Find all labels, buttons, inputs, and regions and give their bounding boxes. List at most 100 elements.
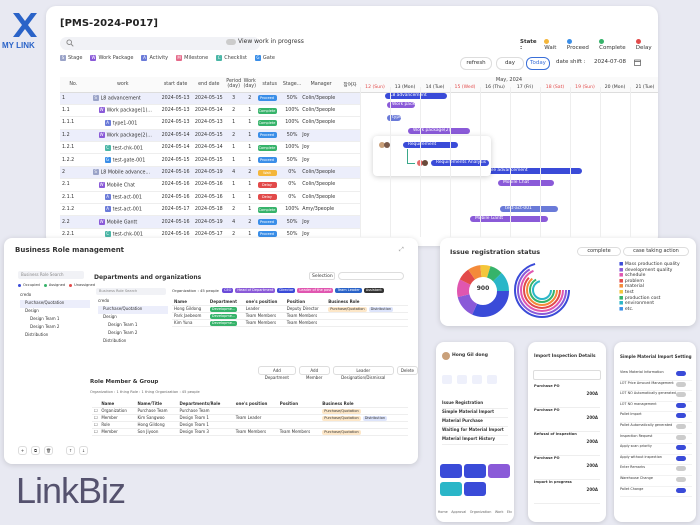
gantt-bar[interactable]: Mobile Gantt bbox=[470, 216, 548, 222]
gantt-bar[interactable]: L8 advancement bbox=[385, 93, 447, 99]
tree-item[interactable]: Design Team 2 bbox=[108, 330, 138, 335]
setting-toggle[interactable] bbox=[676, 487, 686, 493]
refresh-button[interactable]: refresh bbox=[460, 57, 492, 70]
table-row[interactable]: ☐ Organization Purchase Team Purchase Team P… bbox=[92, 407, 408, 415]
row-checkbox[interactable]: ☐ bbox=[92, 421, 100, 429]
view-work-toggle[interactable] bbox=[226, 39, 236, 45]
table-row[interactable]: ☐ Role Hong Gildong Design Team 1 bbox=[92, 421, 408, 429]
closing-tile[interactable] bbox=[440, 482, 462, 496]
task-row[interactable]: 2.2 W Mobile Gantt 2024-05-16 2024-05-19 4 2 Pr… bbox=[60, 215, 360, 229]
menu-item[interactable]: Simple Material Import bbox=[442, 409, 508, 418]
select-all-checkbox[interactable] bbox=[92, 400, 100, 408]
gantt-bar[interactable]: Mobile Chat bbox=[498, 180, 554, 186]
gantt-bar[interactable]: test-act-001 bbox=[500, 206, 558, 212]
tree-item[interactable]: Distribution bbox=[25, 332, 49, 337]
gantt-bar[interactable]: L8 Mobile advancement bbox=[470, 168, 582, 174]
arrow-up-icon[interactable]: ↑ bbox=[66, 446, 75, 455]
table-row[interactable]: Park Jaebeom Developme... Team Members Team… bbox=[172, 312, 408, 320]
setting-toggle[interactable] bbox=[676, 423, 686, 429]
tree-item[interactable]: Design bbox=[25, 308, 39, 313]
task-row[interactable]: 1.1 W Work package(1)... 2024-05-13 2024-05-… bbox=[60, 104, 360, 118]
dept-search-input[interactable] bbox=[338, 272, 404, 280]
gantt-bar-requirements-analysis[interactable]: Requirements Analysis bbox=[431, 160, 489, 166]
task-row[interactable]: 1 S L8 advancement 2024-05-13 2024-05-15 3 2 Pr… bbox=[60, 92, 360, 105]
setting-toggle[interactable] bbox=[676, 413, 686, 419]
calendar-icon[interactable] bbox=[634, 59, 641, 66]
row-checkbox[interactable]: ☐ bbox=[92, 428, 100, 436]
gantt-bar[interactable]: Work package bbox=[387, 102, 415, 108]
setting-toggle[interactable] bbox=[676, 455, 686, 461]
dept-search-box[interactable]: Business Role Search bbox=[96, 288, 166, 295]
tree-item[interactable]: credo bbox=[20, 292, 32, 297]
nav-icon[interactable] bbox=[457, 375, 467, 384]
setting-toggle[interactable] bbox=[676, 434, 686, 440]
tree-item[interactable]: Design bbox=[103, 314, 117, 319]
customer-tile[interactable] bbox=[464, 482, 486, 496]
task-row[interactable]: 2 S L8 Mobile advance... 2024-05-16 2024-05-… bbox=[60, 166, 360, 180]
role-search-input[interactable]: Business Role Search bbox=[18, 271, 84, 279]
inspection-item[interactable]: Purchase PO 200A bbox=[534, 384, 600, 408]
inspection-item[interactable]: Purchase PO 200A bbox=[534, 408, 600, 432]
gantt-bar[interactable]: Work package(2) bbox=[408, 128, 470, 134]
table-row[interactable]: ☐ Member Son Jiyoon Design Team 3 Team Membe… bbox=[92, 428, 408, 436]
dept-action-button[interactable]: Leader Designation/Dismissal bbox=[332, 366, 394, 380]
tree-item[interactable]: credo bbox=[98, 298, 110, 303]
approval-tile[interactable] bbox=[440, 464, 462, 478]
search-input[interactable] bbox=[60, 37, 260, 50]
status-tile[interactable] bbox=[488, 464, 510, 478]
setting-toggle[interactable] bbox=[676, 466, 686, 472]
dept-action-button[interactable]: Add Member bbox=[298, 366, 330, 380]
task-row[interactable]: 1.2 W Work package(2)... 2024-05-14 2024-05-… bbox=[60, 129, 360, 143]
arrow-down-icon[interactable]: ↓ bbox=[79, 446, 88, 455]
setting-toggle[interactable] bbox=[676, 445, 686, 451]
row-checkbox[interactable]: ☐ bbox=[92, 407, 100, 415]
setting-toggle[interactable] bbox=[676, 476, 686, 482]
taking-action-tab[interactable]: case taking action bbox=[623, 247, 689, 256]
tab-home[interactable]: Home bbox=[437, 510, 448, 514]
add-icon[interactable]: + bbox=[18, 446, 27, 455]
today-button[interactable]: Today bbox=[526, 57, 550, 70]
nav-icon[interactable] bbox=[472, 375, 482, 384]
tree-item[interactable]: Design Team 1 bbox=[30, 316, 60, 321]
inspection-item[interactable]: Purchase PO 200A bbox=[534, 456, 600, 480]
inspection-item[interactable]: Refusal of Inspection 200A bbox=[534, 432, 600, 456]
dept-action-button[interactable]: Delete bbox=[396, 366, 418, 375]
tab-approval[interactable]: Approval bbox=[451, 510, 467, 514]
nav-icon[interactable] bbox=[487, 375, 497, 384]
gantt-bar[interactable]: type1-001 bbox=[387, 115, 401, 121]
date-shift-input[interactable]: 2024-07-08 bbox=[594, 59, 626, 65]
delete-icon[interactable]: 🗑 bbox=[44, 446, 53, 455]
menu-item[interactable]: Waiting for Material Import bbox=[442, 427, 508, 436]
tree-item[interactable]: Design Team 1 bbox=[108, 322, 138, 327]
table-row[interactable]: Hong Gildong Developme... Leader Deputy Dir… bbox=[172, 305, 408, 313]
tab-organization[interactable]: Organization bbox=[469, 510, 492, 514]
menu-item[interactable]: Material Purchase bbox=[442, 418, 508, 427]
selection-dropdown[interactable]: Selection bbox=[309, 272, 335, 280]
day-select[interactable]: day bbox=[496, 57, 524, 70]
menu-item[interactable]: Material Import History bbox=[442, 436, 508, 445]
nav-icon[interactable] bbox=[442, 375, 452, 384]
task-row[interactable]: 2.1 W Mobile Chat 2024-05-16 2024-05-16 1 1 Del… bbox=[60, 178, 360, 192]
menu-item[interactable]: Issue Registration bbox=[442, 400, 508, 409]
setting-toggle[interactable] bbox=[676, 402, 686, 408]
table-row[interactable]: ☐ Member Kim Sangwoo Design Team 1 Team Lead… bbox=[92, 414, 408, 422]
factory-select[interactable] bbox=[533, 370, 601, 380]
tab-work[interactable]: Work bbox=[494, 510, 504, 514]
setting-toggle[interactable] bbox=[676, 381, 686, 387]
expand-icon[interactable]: ⤢ bbox=[399, 246, 404, 253]
row-checkbox[interactable]: ☐ bbox=[92, 414, 100, 422]
complete-tab[interactable]: complete bbox=[577, 247, 621, 256]
setting-toggle[interactable] bbox=[676, 371, 686, 376]
gantt-bar-requirement[interactable]: Requirement bbox=[403, 142, 458, 148]
dept-action-button[interactable]: Add Department bbox=[258, 366, 296, 380]
setting-toggle[interactable] bbox=[676, 392, 686, 398]
inspection-item[interactable]: Import in progress 200A bbox=[534, 480, 600, 504]
table-row[interactable]: Kim Yuna Developme... Team Members Team Mem… bbox=[172, 319, 408, 327]
tree-item[interactable]: Distribution bbox=[103, 338, 127, 343]
tab-etc[interactable]: Etc bbox=[506, 510, 513, 514]
